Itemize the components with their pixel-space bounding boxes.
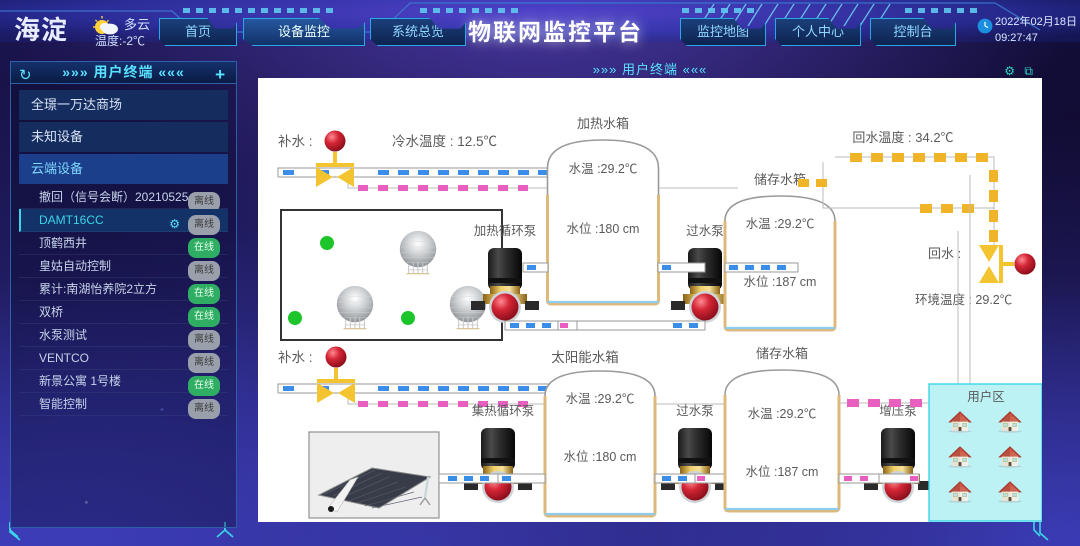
svg-text:水位 :180 cm: 水位 :180 cm <box>564 449 637 464</box>
svg-text:加热循环泵: 加热循环泵 <box>474 224 537 238</box>
svg-text:回水温度 : 34.2℃: 回水温度 : 34.2℃ <box>852 130 953 145</box>
svg-text:水位 :180 cm: 水位 :180 cm <box>567 221 640 236</box>
svg-text:用户区: 用户区 <box>967 389 1005 404</box>
svg-text:水温 :29.2℃: 水温 :29.2℃ <box>566 392 635 406</box>
svg-text:储存水箱: 储存水箱 <box>756 346 808 361</box>
svg-text:回水 :: 回水 : <box>928 246 961 261</box>
svg-text:水位 :187 cm: 水位 :187 cm <box>746 464 819 479</box>
svg-text:过水泵: 过水泵 <box>676 404 714 418</box>
svg-text:太阳能水箱: 太阳能水箱 <box>551 350 619 365</box>
svg-text:水温 :29.2℃: 水温 :29.2℃ <box>746 217 815 231</box>
svg-text:水温 :29.2℃: 水温 :29.2℃ <box>748 407 817 421</box>
svg-text:过水泵: 过水泵 <box>686 224 724 238</box>
svg-text:冷水温度 : 12.5℃: 冷水温度 : 12.5℃ <box>392 134 497 149</box>
svg-text:集热循环泵: 集热循环泵 <box>472 403 535 418</box>
svg-text:补水 :: 补水 : <box>278 350 313 365</box>
svg-text:环境温度 : 29.2℃: 环境温度 : 29.2℃ <box>915 292 1012 307</box>
svg-text:加热水箱: 加热水箱 <box>577 116 629 131</box>
svg-text:水位 :187 cm: 水位 :187 cm <box>744 274 817 289</box>
svg-text:水温 :29.2℃: 水温 :29.2℃ <box>569 162 638 176</box>
svg-text:补水 :: 补水 : <box>278 134 313 149</box>
